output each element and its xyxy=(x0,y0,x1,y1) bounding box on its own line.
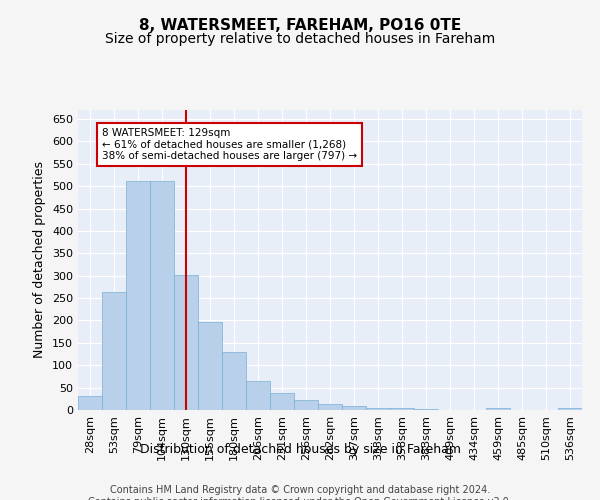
Bar xyxy=(222,352,246,410)
Bar xyxy=(294,400,318,410)
Bar xyxy=(102,292,126,410)
Bar xyxy=(78,396,102,410)
Text: Size of property relative to detached houses in Fareham: Size of property relative to detached ho… xyxy=(105,32,495,46)
Bar xyxy=(558,408,582,410)
Bar xyxy=(126,180,150,410)
Text: 8, WATERSMEET, FAREHAM, PO16 0TE: 8, WATERSMEET, FAREHAM, PO16 0TE xyxy=(139,18,461,32)
Bar xyxy=(486,408,510,410)
Bar xyxy=(318,404,342,410)
Bar xyxy=(198,322,222,410)
Text: Distribution of detached houses by size in Fareham: Distribution of detached houses by size … xyxy=(139,442,461,456)
Bar xyxy=(174,275,198,410)
Bar xyxy=(150,180,174,410)
Bar xyxy=(390,408,414,410)
Text: Contains HM Land Registry data © Crown copyright and database right 2024.
Contai: Contains HM Land Registry data © Crown c… xyxy=(88,485,512,500)
Bar xyxy=(270,393,294,410)
Bar xyxy=(342,406,366,410)
Text: 8 WATERSMEET: 129sqm
← 61% of detached houses are smaller (1,268)
38% of semi-de: 8 WATERSMEET: 129sqm ← 61% of detached h… xyxy=(102,128,357,161)
Y-axis label: Number of detached properties: Number of detached properties xyxy=(34,162,46,358)
Bar xyxy=(246,381,270,410)
Bar xyxy=(414,409,438,410)
Bar xyxy=(366,408,390,410)
